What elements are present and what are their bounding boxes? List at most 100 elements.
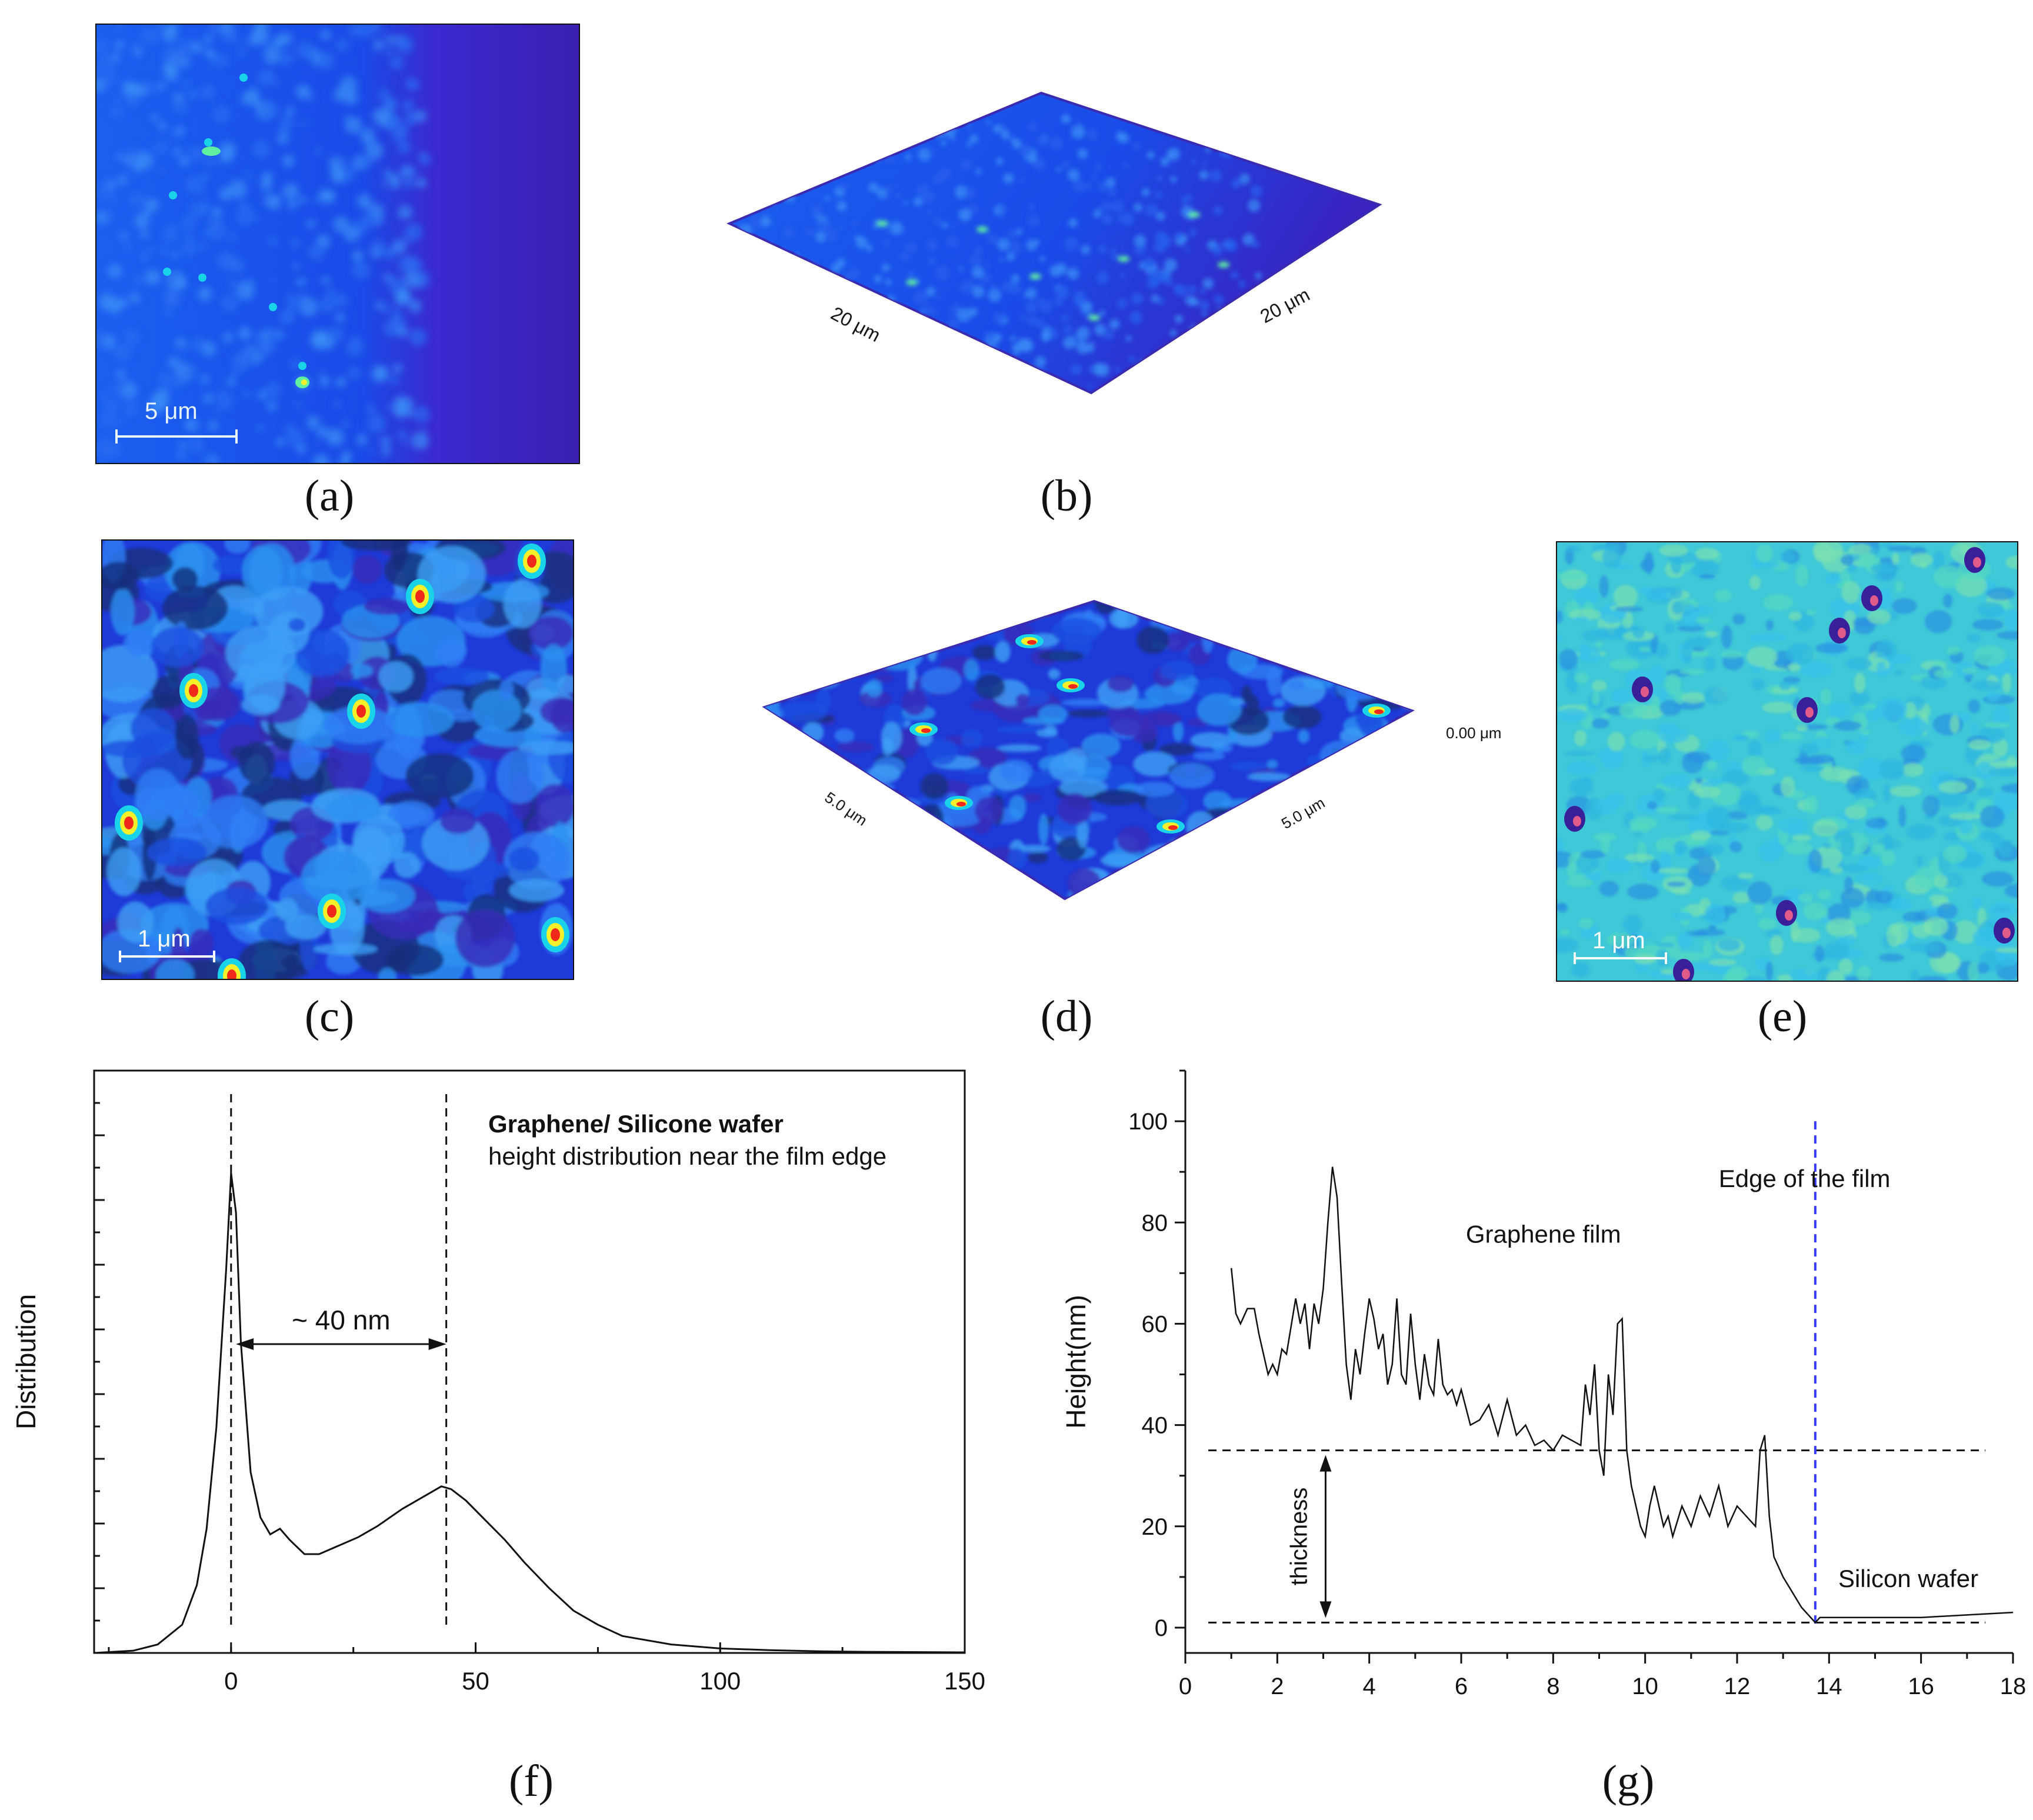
afm-grain bbox=[168, 356, 180, 369]
afm-grain bbox=[959, 266, 964, 272]
afm-grain bbox=[1857, 554, 1880, 568]
afm-grain bbox=[1174, 231, 1184, 241]
afm-grain bbox=[366, 414, 386, 434]
caption-e: (e) bbox=[1757, 992, 1808, 1041]
afm-grain bbox=[991, 283, 996, 288]
afm-grain bbox=[1128, 355, 1135, 362]
afm-grain bbox=[1174, 354, 1183, 362]
afm-grain bbox=[874, 675, 894, 682]
afm-grain bbox=[110, 384, 120, 394]
afm-grain bbox=[1871, 563, 1900, 574]
afm-grain bbox=[1698, 574, 1715, 579]
afm-grain bbox=[147, 837, 207, 867]
afm-grain bbox=[234, 263, 242, 271]
afm-grain bbox=[140, 80, 149, 89]
afm-grain bbox=[154, 140, 168, 155]
afm-grain bbox=[1758, 841, 1782, 862]
afm-grain bbox=[361, 211, 379, 229]
afm-grain bbox=[955, 185, 968, 199]
afm-grain bbox=[1972, 896, 1982, 910]
afm-grain bbox=[1639, 646, 1651, 652]
afm-grain bbox=[885, 313, 895, 324]
afm-grain bbox=[1755, 815, 1773, 831]
afm-grain bbox=[765, 768, 781, 781]
afm-grain bbox=[779, 701, 828, 722]
afm-grain bbox=[1720, 875, 1749, 891]
afm-grain bbox=[802, 144, 811, 152]
afm-grain bbox=[957, 308, 971, 322]
afm-phase-feature bbox=[1641, 686, 1649, 697]
afm-peak bbox=[906, 279, 918, 285]
afm-grain bbox=[266, 401, 277, 411]
afm-grain bbox=[1220, 383, 1228, 391]
afm-grain bbox=[961, 729, 984, 747]
afm-grain bbox=[1278, 612, 1295, 629]
afm-grain bbox=[849, 267, 861, 279]
afm-grain bbox=[219, 149, 234, 164]
afm-grain bbox=[298, 278, 306, 286]
afm-grain bbox=[1579, 918, 1594, 929]
afm-peak bbox=[239, 74, 248, 82]
afm-grain bbox=[1686, 636, 1712, 648]
afm-grain bbox=[1695, 548, 1719, 561]
afm-grain bbox=[286, 106, 295, 115]
afm-grain bbox=[396, 326, 408, 338]
afm-grain bbox=[1785, 643, 1815, 665]
afm-grain bbox=[971, 888, 995, 899]
afm-grain bbox=[891, 344, 903, 356]
afm-grain bbox=[1764, 729, 1781, 744]
afm-grain bbox=[1068, 218, 1078, 228]
afm-grain bbox=[1891, 598, 1917, 614]
afm-grain bbox=[1785, 841, 1813, 855]
afm-grain bbox=[1807, 754, 1834, 765]
afm-grain bbox=[1389, 736, 1406, 754]
afm-grain bbox=[942, 222, 948, 229]
afm-grain bbox=[1692, 646, 1705, 652]
afm-grain bbox=[1348, 680, 1371, 688]
x-tick-label: 100 bbox=[699, 1667, 741, 1695]
afm-grain bbox=[818, 219, 831, 233]
afm-grain bbox=[914, 291, 928, 304]
afm-grain bbox=[1250, 845, 1298, 861]
afm-grain bbox=[1098, 244, 1107, 254]
afm-grain bbox=[770, 189, 778, 196]
afm-grain bbox=[921, 619, 954, 644]
afm-grain bbox=[851, 136, 858, 144]
afm-grain bbox=[325, 795, 380, 822]
afm-grain bbox=[452, 595, 495, 623]
afm-grain bbox=[1693, 786, 1721, 798]
afm-grain bbox=[739, 252, 749, 262]
afm-grain bbox=[1845, 740, 1867, 755]
afm-grain bbox=[1027, 316, 1038, 326]
afm-grain bbox=[891, 121, 895, 125]
afm-grain bbox=[819, 280, 825, 286]
afm-grain bbox=[941, 139, 947, 146]
silicon-wafer-label: Silicon wafer bbox=[1838, 1565, 1978, 1592]
afm-grain bbox=[177, 452, 185, 459]
afm-grain bbox=[765, 645, 811, 658]
afm-grain bbox=[1059, 778, 1108, 796]
afm-grain bbox=[220, 25, 233, 32]
afm-grain bbox=[1247, 772, 1291, 782]
afm-grain bbox=[1557, 610, 1563, 624]
afm-grain bbox=[1164, 258, 1178, 272]
afm-grain bbox=[1777, 818, 1809, 835]
chart-title: Graphene/ Silicone wafer bbox=[488, 1110, 784, 1138]
afm-grain bbox=[448, 709, 478, 722]
afm-grain bbox=[895, 336, 901, 342]
afm-grain bbox=[1693, 618, 1711, 624]
afm-grain bbox=[1159, 743, 1196, 755]
afm-grain bbox=[755, 366, 769, 379]
afm-grain bbox=[1248, 625, 1291, 634]
afm-grain bbox=[818, 379, 823, 384]
afm-grain bbox=[1171, 848, 1194, 878]
afm-grain bbox=[344, 91, 359, 105]
afm-grain bbox=[1611, 689, 1621, 703]
afm-grain bbox=[1566, 878, 1594, 887]
afm-grain bbox=[1838, 959, 1853, 975]
afm-grain bbox=[245, 171, 252, 179]
afm-grain bbox=[1968, 962, 1979, 981]
afm-grain bbox=[1044, 385, 1049, 390]
afm-grain bbox=[286, 429, 305, 448]
afm-grain bbox=[124, 242, 132, 251]
